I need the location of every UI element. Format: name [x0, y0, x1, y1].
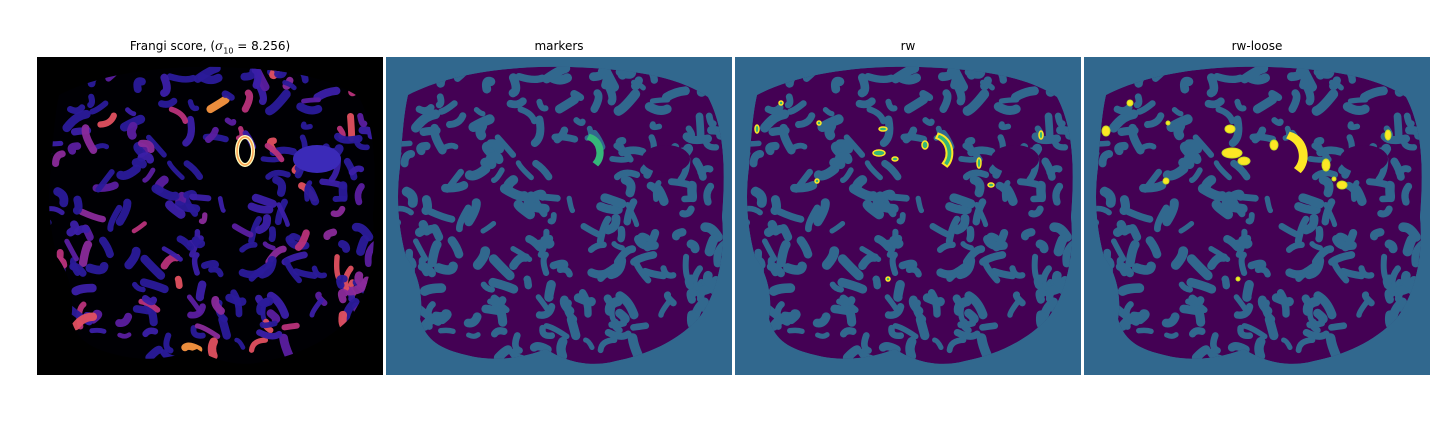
markers-canvas — [386, 57, 732, 375]
tissue-region — [398, 66, 724, 364]
frangi-score-canvas — [37, 57, 383, 375]
rw-detection-1 — [778, 100, 784, 106]
rw-loose-detection-7 — [1321, 158, 1331, 172]
frangi-lumen — [293, 145, 341, 173]
rw-crescent — [934, 132, 954, 168]
rw-loose-detection-5 — [1237, 156, 1251, 166]
rw-loose-detection-10 — [1162, 177, 1170, 185]
dark-lumen — [1340, 145, 1388, 173]
rw-loose-detection-12 — [1331, 176, 1337, 182]
frangi-ring-glow — [236, 136, 254, 166]
rw-loose-detection-11 — [1235, 276, 1241, 282]
rw-loose-detection-1 — [1126, 99, 1134, 107]
rw-loose-detection-4 — [1221, 147, 1243, 159]
tissue-region — [1096, 66, 1422, 364]
rw-detection-3 — [878, 126, 888, 132]
rw-detection-2 — [816, 120, 822, 126]
marker-crescent — [586, 133, 604, 167]
rw-detection-9 — [1038, 130, 1044, 140]
sigma-symbol: σ — [215, 39, 224, 53]
panel-title-rw-loose: rw-loose — [1231, 39, 1283, 53]
rw-detection-0 — [754, 124, 760, 134]
rw-detection-8 — [987, 182, 995, 188]
rw-loose-detection-9 — [1384, 129, 1392, 141]
frangi-tissue — [49, 66, 375, 364]
rw-detection-10 — [814, 178, 820, 184]
frangi-score-image — [37, 57, 383, 375]
rw-loose-detection-3 — [1224, 124, 1236, 134]
panel-title-rw: rw — [900, 39, 916, 53]
rw-detection-7 — [976, 157, 982, 169]
markers-image — [386, 57, 732, 375]
rw-detection-11 — [885, 276, 891, 282]
frangi-title-suffix: = 8.256) — [233, 39, 291, 53]
panel-title-frangi: Frangi score, (σ10 = 8.256) — [37, 39, 383, 58]
tissue-region — [747, 66, 1073, 364]
rw-loose-detection-8 — [1336, 180, 1348, 190]
rw-loose-detection-2 — [1165, 120, 1171, 126]
frangi-title-prefix: Frangi score, ( — [129, 39, 216, 53]
panel-title-markers: markers — [534, 39, 584, 53]
frangi-vessel-pattern — [49, 66, 375, 364]
rw-detection-4 — [872, 149, 886, 157]
rw-loose-crescent — [1286, 131, 1308, 174]
rw-loose-detection-0 — [1101, 125, 1111, 137]
dark-lumen — [642, 145, 690, 173]
rw-image — [735, 57, 1081, 375]
rw-detection-5 — [891, 156, 899, 162]
rw-loose-detection-6 — [1269, 139, 1279, 151]
sigma-subscript: 10 — [223, 46, 234, 56]
rw-loose-canvas — [1084, 57, 1430, 375]
dark-lumen — [991, 145, 1039, 173]
rw-canvas — [735, 57, 1081, 375]
rw-loose-image — [1084, 57, 1430, 375]
rw-detection-6 — [921, 140, 929, 150]
